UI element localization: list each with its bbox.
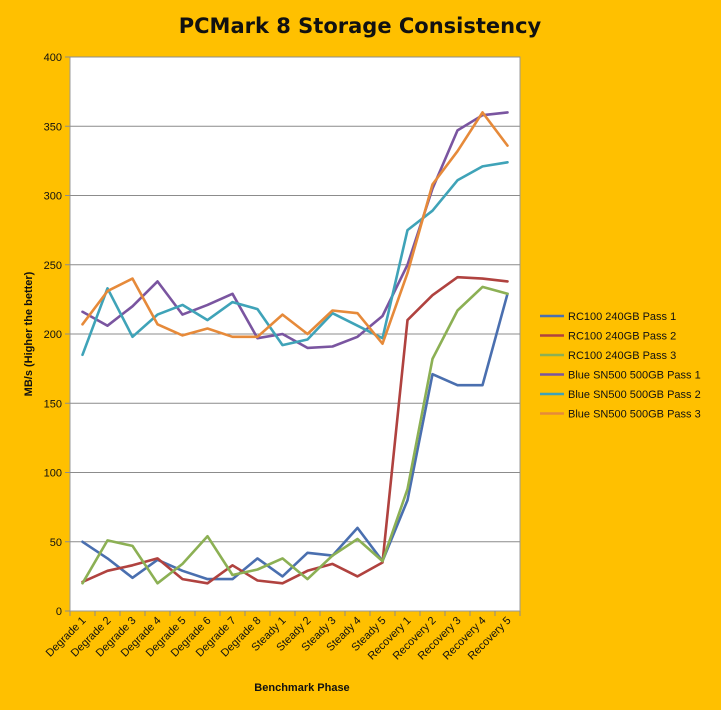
legend-entry: RC100 240GB Pass 3 <box>568 350 676 362</box>
chart-title: PCMark 8 Storage Consistency <box>179 14 542 38</box>
series-line-1 <box>81 292 509 581</box>
y-tick-label: 250 <box>44 260 62 272</box>
legend-entry: Blue SN500 500GB Pass 3 <box>568 409 701 421</box>
series-line-3 <box>81 285 509 585</box>
y-tick-label: 200 <box>44 329 62 341</box>
y-tick-label: 0 <box>56 606 62 618</box>
y-axis-ticks: 0 50 100 150 200 250 300 350 400 <box>44 52 70 618</box>
legend-entry: Blue SN500 500GB Pass 1 <box>568 370 701 382</box>
series-lines <box>81 111 509 585</box>
legend: RC100 240GB Pass 1 RC100 240GB Pass 2 RC10… <box>540 311 701 421</box>
series-line-6 <box>81 111 509 346</box>
y-tick-label: 350 <box>44 121 62 133</box>
legend-entry: RC100 240GB Pass 2 <box>568 331 676 343</box>
y-tick-label: 300 <box>44 191 62 203</box>
y-tick-label: 50 <box>50 537 62 549</box>
y-axis-label: MB/s (Higher the better) <box>23 271 35 396</box>
y-tick-label: 150 <box>44 398 62 410</box>
legend-entry: RC100 240GB Pass 1 <box>568 311 676 323</box>
y-tick-label: 100 <box>44 468 62 480</box>
x-axis-label: Benchmark Phase <box>254 682 349 694</box>
legend-entry: Blue SN500 500GB Pass 2 <box>568 389 701 401</box>
y-tick-label: 400 <box>44 52 62 64</box>
series-line-2 <box>81 275 509 585</box>
